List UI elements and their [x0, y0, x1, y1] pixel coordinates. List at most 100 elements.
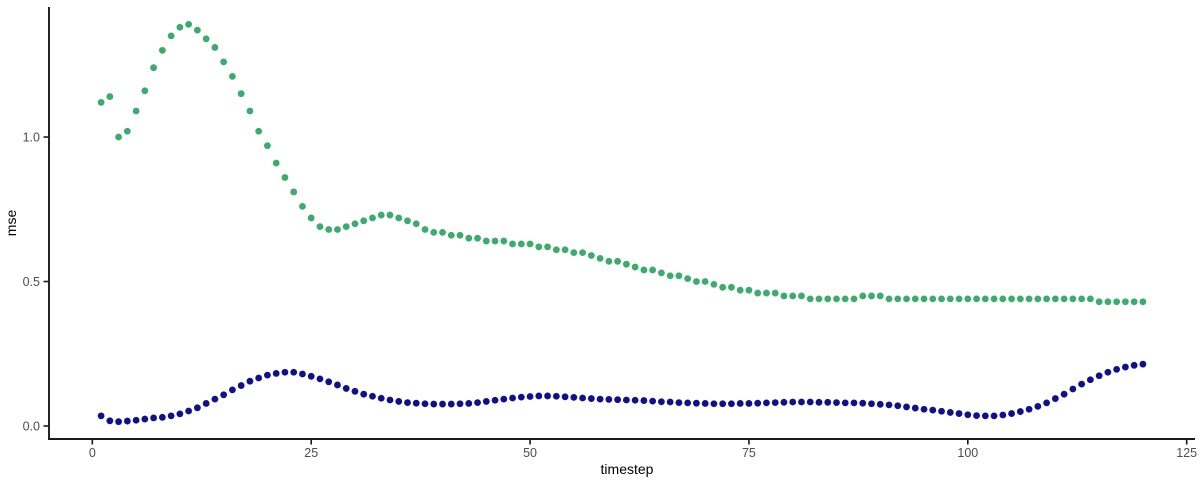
navy-series-point [946, 409, 954, 416]
green-series-point [587, 252, 595, 259]
green-series-point [150, 64, 158, 72]
green-series-point [395, 214, 403, 222]
green-series-point [1016, 295, 1024, 303]
green-series-point [1139, 298, 1147, 306]
navy-series-point [579, 394, 586, 402]
navy-series-point [386, 396, 394, 404]
green-series-point [202, 35, 210, 43]
navy-series-point [614, 396, 622, 404]
navy-series-point [631, 396, 639, 404]
navy-series-point [176, 410, 184, 418]
green-series-point [1051, 295, 1059, 303]
navy-series-point [1043, 399, 1051, 407]
green-series-point [946, 295, 954, 303]
navy-series-point [771, 399, 779, 406]
green-series-point [798, 292, 805, 300]
navy-series-point [421, 400, 429, 408]
x-tick-label: 0 [89, 446, 96, 460]
green-series-point [325, 226, 333, 233]
green-series-point [176, 23, 184, 31]
green-series-point [307, 214, 315, 222]
navy-series-point [973, 412, 980, 419]
navy-series-point [465, 400, 473, 407]
green-series-point [299, 202, 306, 210]
navy-series-point [281, 368, 289, 376]
green-series-point [1122, 298, 1129, 306]
navy-series-point [1025, 405, 1033, 413]
green-series-point [561, 246, 569, 254]
green-series-point [237, 90, 245, 98]
navy-series-point [841, 399, 849, 407]
green-series-point [614, 257, 622, 265]
navy-series-point [666, 398, 674, 406]
points-layer [97, 20, 1147, 426]
navy-series-point [911, 404, 919, 412]
navy-series-point [456, 400, 464, 408]
navy-series-point [141, 415, 149, 423]
green-series-point [649, 266, 657, 274]
green-series-point [658, 269, 665, 277]
y-tick-label: 1.0 [23, 131, 40, 145]
navy-series-point [719, 400, 727, 408]
green-series-point [815, 295, 823, 303]
navy-series-point [1008, 410, 1015, 417]
green-series-point [272, 159, 280, 167]
navy-series-point [1139, 360, 1147, 368]
green-series-point [710, 281, 718, 288]
green-series-point [334, 226, 341, 233]
navy-series-point [649, 397, 657, 405]
navy-series-point [491, 396, 499, 404]
navy-series-point [1060, 390, 1068, 398]
green-series-point [255, 127, 263, 135]
navy-series-point [929, 406, 937, 414]
navy-series-point [605, 396, 613, 403]
green-series-point [999, 295, 1007, 303]
green-series-point [1113, 298, 1121, 306]
green-series-point [412, 220, 420, 228]
green-series-point [745, 286, 753, 294]
navy-series-point [1113, 365, 1121, 373]
green-series-point [246, 107, 254, 115]
green-series-point [736, 286, 744, 294]
axes-layer: 0 25 50 75 100 125 0.0 0.5 1.0 [23, 7, 1197, 460]
green-series-point [701, 278, 709, 285]
navy-series-point [955, 410, 963, 417]
green-series-point [290, 188, 298, 196]
navy-series-point [1034, 402, 1042, 410]
navy-series-point [369, 392, 376, 400]
navy-series-point [1078, 380, 1086, 388]
green-series-point [421, 226, 429, 233]
navy-series-point [894, 402, 902, 410]
navy-series-point [736, 400, 744, 407]
green-series-point [211, 44, 219, 51]
green-series-point [474, 234, 481, 242]
green-series-point [771, 289, 779, 297]
green-series-point [754, 289, 762, 297]
green-series-point [220, 58, 228, 66]
green-series-point [920, 295, 928, 303]
navy-series-point [342, 385, 350, 392]
navy-series-point [658, 398, 665, 406]
green-series-point [360, 217, 368, 225]
green-series-point [141, 87, 149, 95]
navy-series-point [815, 398, 823, 406]
navy-series-point [106, 417, 114, 425]
navy-series-point [859, 399, 867, 407]
green-series-point [351, 220, 359, 228]
green-series-point [675, 272, 683, 280]
navy-series-point [535, 392, 543, 400]
green-series-point [579, 249, 586, 257]
navy-series-point [780, 398, 788, 406]
navy-series-point [255, 374, 263, 382]
y-tick-label: 0.5 [23, 275, 40, 289]
navy-series-point [150, 414, 158, 422]
navy-series-point [290, 368, 298, 376]
navy-series-point [517, 393, 525, 401]
green-series-point [342, 223, 350, 231]
green-series-point [938, 295, 945, 303]
navy-series-point [544, 392, 551, 400]
navy-series-point [806, 398, 814, 406]
green-series-point [964, 295, 972, 303]
y-axis-title: mse [3, 210, 19, 237]
green-series-point [1130, 298, 1138, 306]
